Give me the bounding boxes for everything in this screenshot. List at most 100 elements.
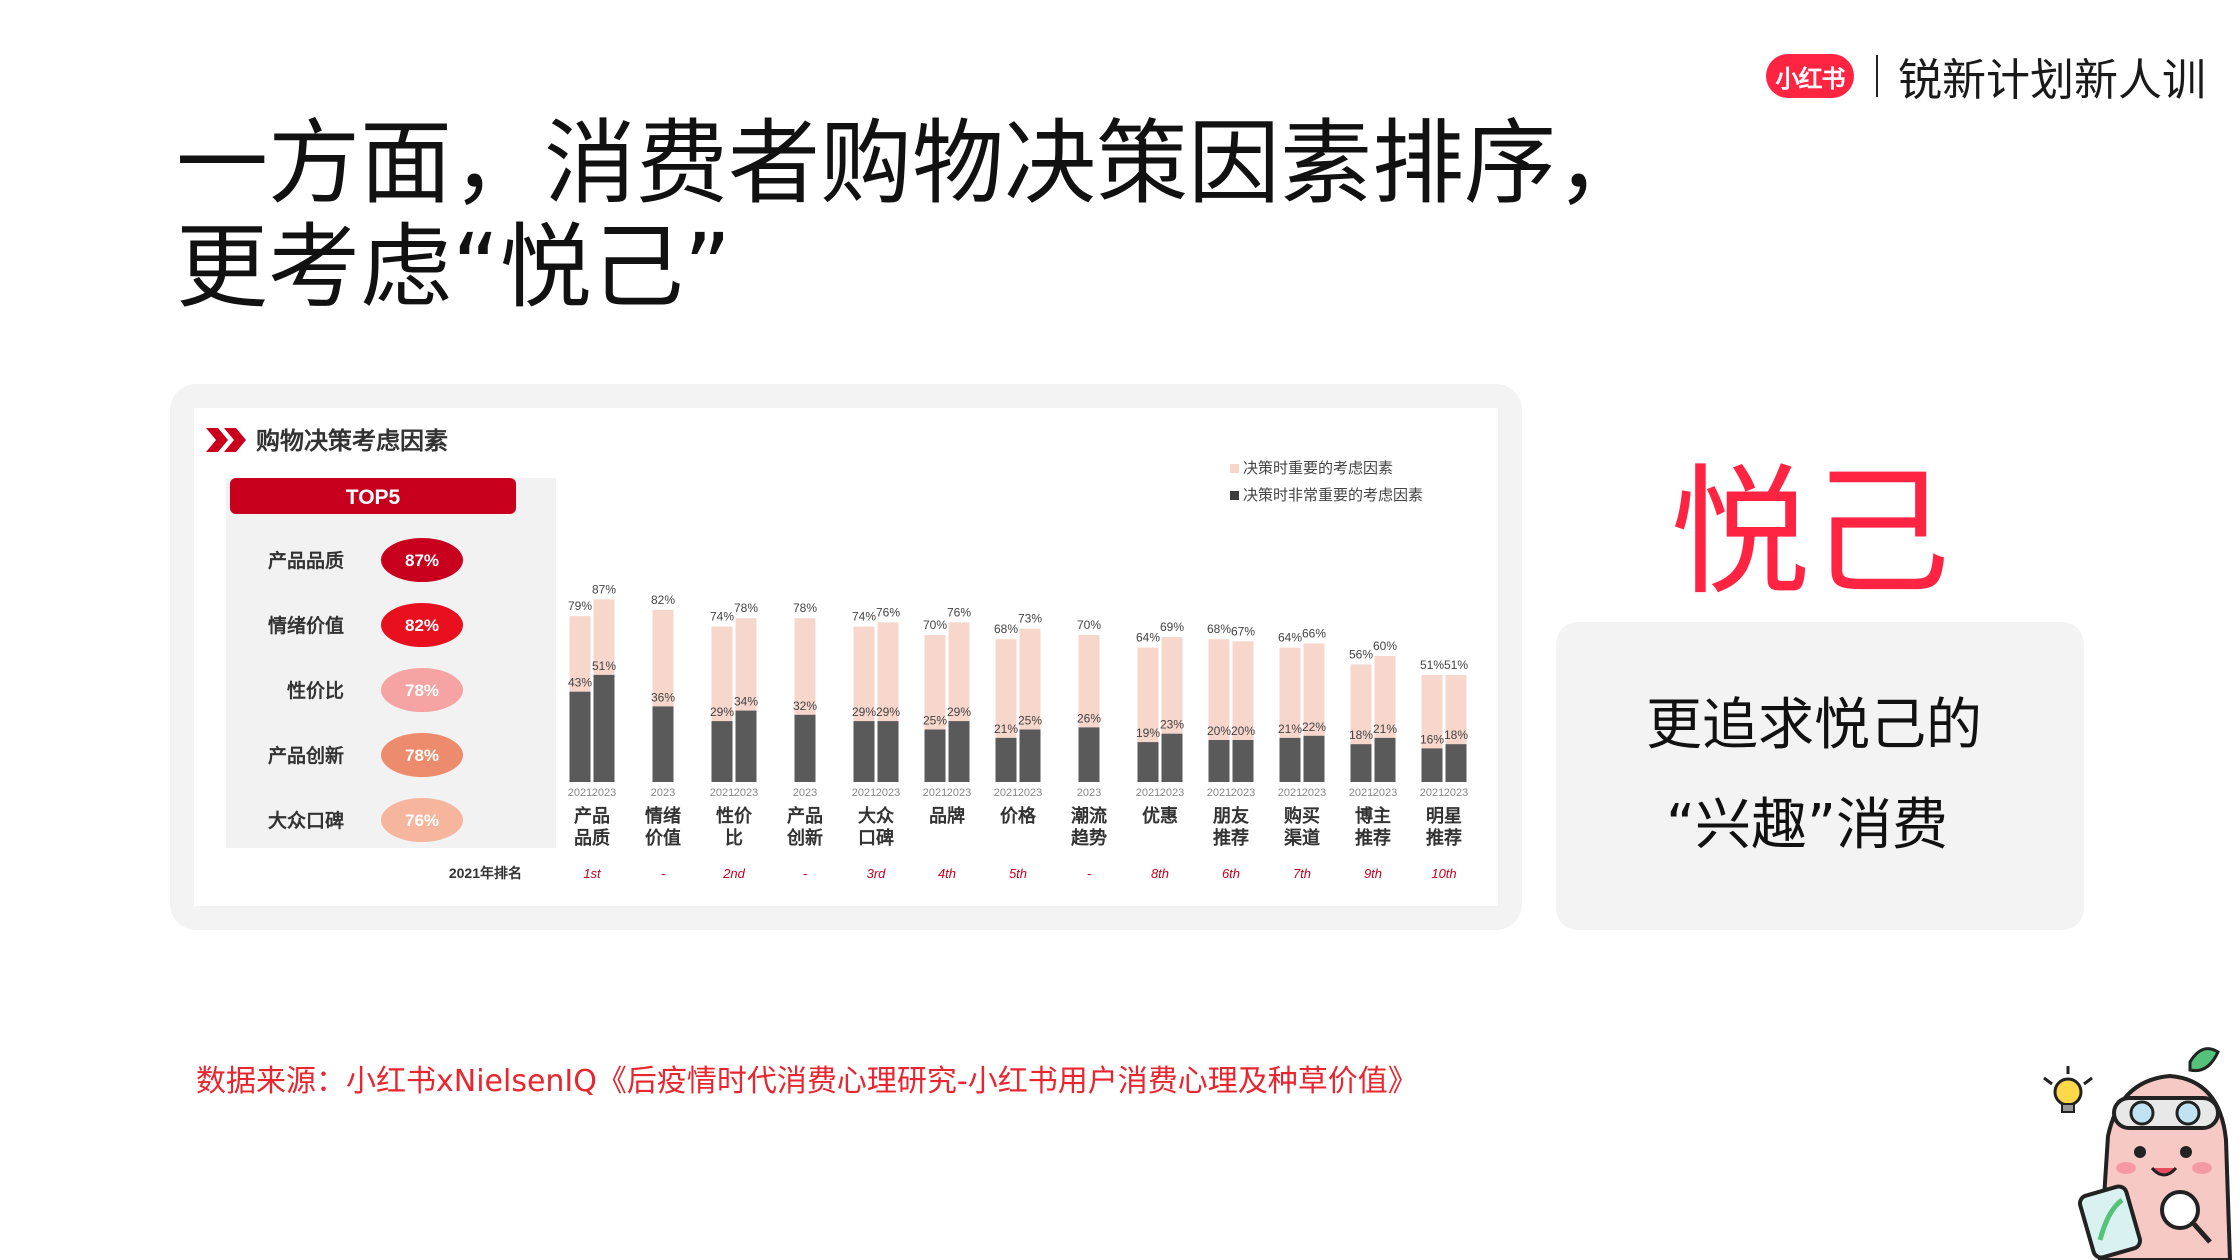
bar-label-very-important: 43% bbox=[568, 676, 592, 690]
top5-header bbox=[230, 478, 516, 514]
bar-label-very-important: 36% bbox=[651, 690, 675, 704]
bar-year-label: 2021 bbox=[1207, 787, 1231, 799]
slide-title-line-1: 一方面，消费者购物决策因素排序， bbox=[176, 110, 1649, 217]
bar-label-very-important: 22% bbox=[1302, 720, 1326, 734]
bar-very-important bbox=[877, 721, 899, 782]
category-rank: 1st bbox=[583, 866, 602, 881]
bar-year-label: 2023 bbox=[1373, 787, 1397, 799]
category-label: 推荐 bbox=[1355, 827, 1391, 848]
bar-label-very-important: 21% bbox=[1373, 722, 1397, 736]
bar-label-important: 74% bbox=[852, 610, 876, 624]
category-label: 博主 bbox=[1355, 805, 1391, 826]
category-label: 趋势 bbox=[1071, 827, 1107, 848]
category-label: 潮流 bbox=[1071, 805, 1107, 826]
bar-label-important: 82% bbox=[651, 593, 675, 607]
bar-label-important: 69% bbox=[1160, 620, 1184, 634]
category-rank: - bbox=[661, 866, 666, 881]
bar-label-important: 64% bbox=[1136, 631, 1160, 645]
bar-year-label: 2023 bbox=[1444, 787, 1468, 799]
bar-very-important bbox=[794, 714, 816, 782]
bar-chart: 购物决策考虑因素 TOP5 产品品质 87% 情绪价值 82% 性价比 78% 产品创新 78% 大… bbox=[206, 427, 1468, 881]
bar-label-important: 74% bbox=[710, 610, 734, 624]
highlight-keyword: 悦己 bbox=[1670, 452, 1951, 615]
bar-label-very-important: 25% bbox=[1018, 714, 1042, 728]
info-line-1: 更追求悦己的 bbox=[1646, 693, 1982, 758]
double-chevron-icon bbox=[206, 428, 228, 452]
bar-very-important bbox=[1019, 729, 1041, 782]
top5-header-label: TOP5 bbox=[346, 486, 401, 509]
bar-very-important bbox=[1374, 737, 1396, 782]
bar-year-label: 2023 bbox=[947, 787, 971, 799]
bar-year-label: 2023 bbox=[1077, 787, 1101, 799]
bar-year-label: 2021 bbox=[1136, 787, 1160, 799]
bar-year-label: 2021 bbox=[852, 787, 876, 799]
category-rank: 10th bbox=[1431, 866, 1456, 881]
bar-year-label: 2023 bbox=[1018, 787, 1042, 799]
bar-very-important bbox=[569, 691, 591, 782]
bar-label-important: 73% bbox=[1018, 612, 1042, 626]
bar-year-label: 2023 bbox=[876, 787, 900, 799]
bar-label-important: 64% bbox=[1278, 631, 1302, 645]
bar-label-very-important: 20% bbox=[1231, 724, 1255, 738]
top5-item-value: 76% bbox=[405, 811, 439, 830]
category-rank: 2nd bbox=[722, 866, 745, 881]
info-card: 更追求悦己的 “兴趣”消费 bbox=[1556, 622, 2084, 930]
bar-label-important: 51% bbox=[1420, 658, 1444, 672]
category-rank: 3rd bbox=[867, 866, 887, 881]
bar-very-important bbox=[652, 706, 674, 782]
bar-very-important bbox=[853, 721, 875, 782]
bar-year-label: 2021 bbox=[710, 787, 734, 799]
info-line-2: “兴趣”消费 bbox=[1666, 793, 1949, 858]
bar-year-label: 2021 bbox=[994, 787, 1018, 799]
top5-item-badge bbox=[381, 603, 463, 647]
bar-very-important bbox=[1279, 737, 1301, 782]
double-chevron-icon bbox=[224, 428, 246, 452]
category-rank: 4th bbox=[938, 866, 956, 881]
bar-label-important: 51% bbox=[1444, 658, 1468, 672]
bar-year-label: 2023 bbox=[651, 787, 675, 799]
category-label: 口碑 bbox=[858, 827, 894, 848]
category-rank: 8th bbox=[1151, 866, 1169, 881]
bar-label-important: 66% bbox=[1302, 626, 1326, 640]
lightbulb-icon bbox=[2043, 1066, 2093, 1113]
category-rank: 6th bbox=[1222, 866, 1240, 881]
bar-label-important: 76% bbox=[947, 605, 971, 619]
top5-panel bbox=[226, 478, 556, 848]
bar-very-important bbox=[593, 674, 615, 782]
category-rank: 5th bbox=[1009, 866, 1027, 881]
bar-label-very-important: 18% bbox=[1444, 728, 1468, 742]
category-label: 优惠 bbox=[1142, 805, 1178, 826]
category-label: 购买 bbox=[1284, 805, 1320, 826]
bar-very-important bbox=[1208, 740, 1230, 782]
category-rank: 7th bbox=[1293, 866, 1311, 881]
legend-swatch-very-important bbox=[1230, 491, 1239, 500]
chart-title: 购物决策考虑因素 bbox=[256, 427, 448, 455]
bar-label-very-important: 21% bbox=[994, 722, 1018, 736]
bar-label-very-important: 20% bbox=[1207, 724, 1231, 738]
bar-label-important: 60% bbox=[1373, 639, 1397, 653]
bar-year-label: 2021 bbox=[568, 787, 592, 799]
category-label: 价格 bbox=[1000, 805, 1037, 826]
category-rank: - bbox=[803, 866, 808, 881]
category-label: 性价 bbox=[716, 805, 753, 826]
brand-program-name: 锐新计划新人训 bbox=[1898, 55, 2206, 106]
top5-item-value: 78% bbox=[405, 681, 439, 700]
top5-item-value: 82% bbox=[405, 616, 439, 635]
brand-divider bbox=[1876, 55, 1878, 97]
top5-item-badge bbox=[381, 668, 463, 712]
bar-very-important bbox=[1303, 735, 1325, 782]
top5-item-value: 78% bbox=[405, 746, 439, 765]
category-rank: 9th bbox=[1364, 866, 1382, 881]
category-label: 比 bbox=[725, 828, 743, 848]
category-label: 创新 bbox=[786, 827, 823, 848]
category-label: 朋友 bbox=[1213, 805, 1249, 826]
bar-very-important bbox=[1137, 742, 1159, 782]
bar-label-very-important: 23% bbox=[1160, 718, 1184, 732]
bar-label-important: 87% bbox=[592, 582, 616, 596]
bar-year-label: 2023 bbox=[1302, 787, 1326, 799]
slide-title: 一方面，消费者购物决策因素排序， 更考虑“悦己” bbox=[176, 112, 1648, 320]
bar-very-important bbox=[735, 710, 757, 782]
bar-label-very-important: 34% bbox=[734, 695, 758, 709]
bar-very-important bbox=[924, 729, 946, 782]
category-label: 推荐 bbox=[1213, 827, 1249, 848]
